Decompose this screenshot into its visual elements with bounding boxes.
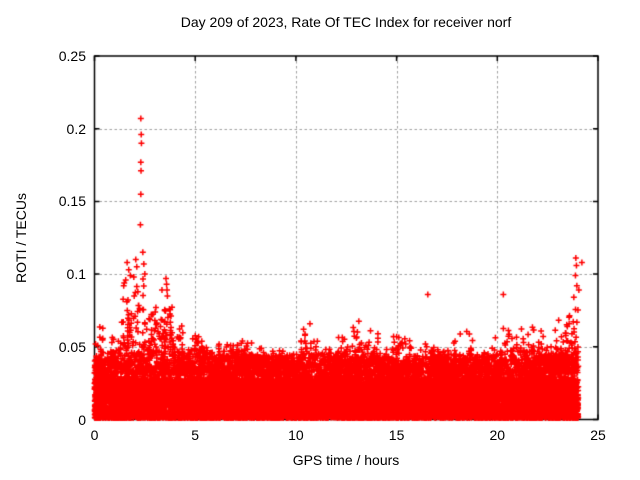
x-tick-label: 5 xyxy=(191,427,200,443)
y-tick-label: 0.2 xyxy=(66,120,86,137)
x-tick-label: 10 xyxy=(288,427,304,443)
y-tick-label: 0.15 xyxy=(58,193,86,210)
y-tick-label: 0 xyxy=(78,411,86,428)
y-tick-label: 0.1 xyxy=(66,266,86,283)
y-tick-label: 0.05 xyxy=(58,338,86,355)
x-axis-label: GPS time / hours xyxy=(292,452,400,468)
y-tick-label: 0.25 xyxy=(58,48,86,64)
x-tick-label: 20 xyxy=(489,427,506,443)
x-tick-label: 25 xyxy=(590,427,606,443)
x-tick-label: 15 xyxy=(388,427,405,443)
x-tick-label: 0 xyxy=(90,427,99,443)
chart-title: Day 209 of 2023, Rate Of TEC Index for r… xyxy=(180,14,512,30)
